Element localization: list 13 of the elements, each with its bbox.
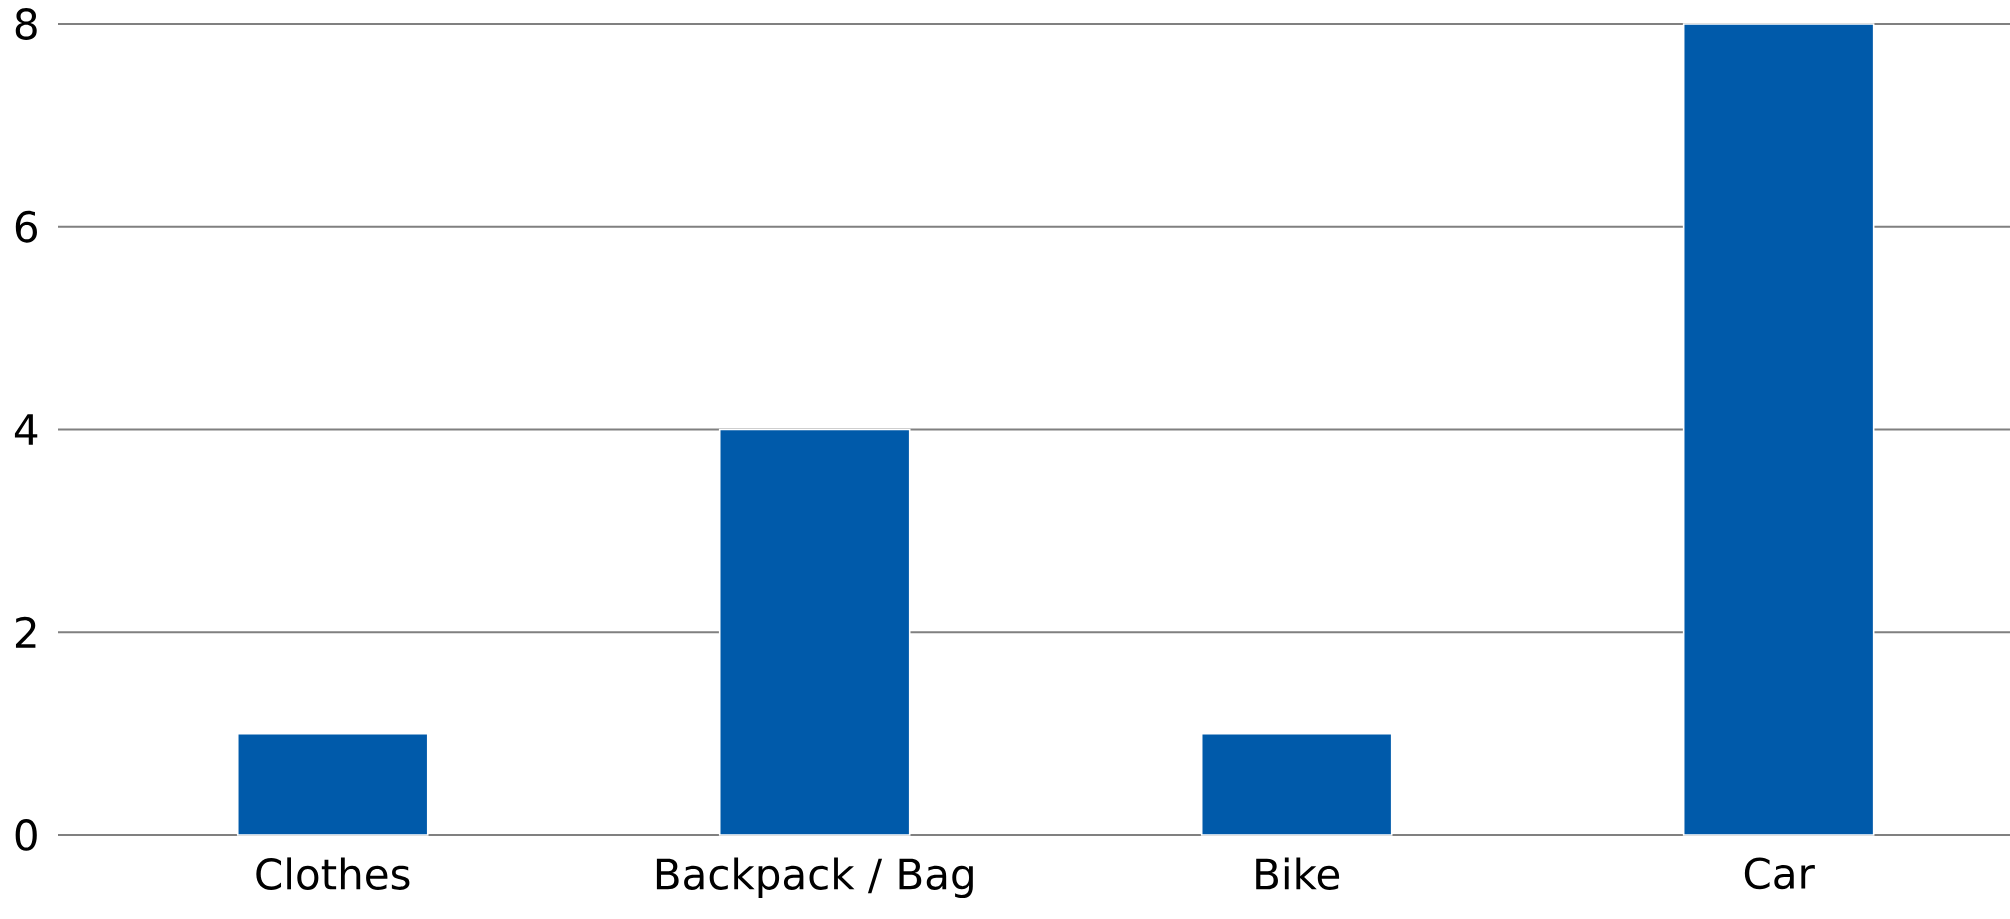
y-tick-label: 6 bbox=[15, 210, 37, 243]
y-tick-label: 4 bbox=[14, 414, 38, 445]
x-tick-label: Car bbox=[1744, 857, 1815, 890]
y-tick-label: 0 bbox=[15, 819, 37, 851]
y-tick-label: 2 bbox=[15, 616, 36, 648]
bar bbox=[1682, 23, 1875, 836]
x-tick-label: Clothes bbox=[256, 857, 410, 890]
bar bbox=[718, 428, 911, 836]
bar bbox=[1200, 732, 1393, 836]
y-tick-label: 8 bbox=[15, 8, 37, 40]
bar bbox=[236, 732, 429, 836]
x-tick-label: Bike bbox=[1256, 857, 1340, 890]
x-tick-label: Backpack / Bag bbox=[656, 857, 973, 899]
